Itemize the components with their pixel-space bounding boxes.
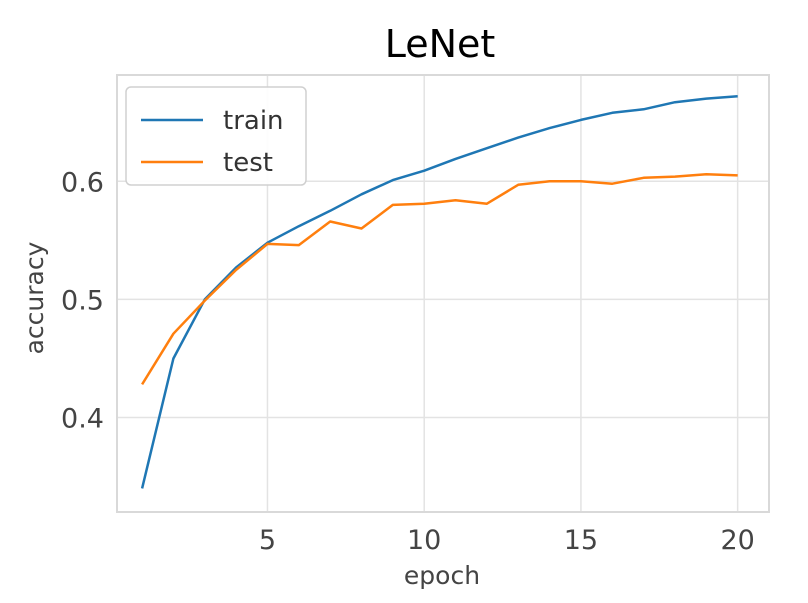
series-lines	[140, 95, 738, 489]
series-line-train	[140, 95, 738, 489]
y-tick-label: 0.5	[61, 285, 104, 316]
y-tick-label: 0.6	[61, 167, 104, 198]
x-tick-label: 10	[407, 525, 441, 556]
y-tick-label: 0.4	[61, 404, 104, 435]
legend-label-test: test	[223, 148, 273, 178]
legend-label-train: train	[223, 106, 284, 136]
series-line-test	[141, 172, 738, 386]
chart-title: LeNet	[385, 22, 496, 66]
tick-labels: 5 10 15 20 0.4 0.5 0.6	[61, 167, 755, 556]
legend-box	[125, 86, 307, 186]
legend: train test	[125, 86, 307, 186]
x-tick-label: 5	[259, 525, 276, 556]
y-axis-label: accuracy	[20, 241, 49, 354]
plot-frame	[116, 74, 770, 513]
x-axis-label: epoch	[404, 561, 480, 590]
x-tick-label: 20	[720, 525, 754, 556]
x-tick-label: 15	[564, 525, 598, 556]
